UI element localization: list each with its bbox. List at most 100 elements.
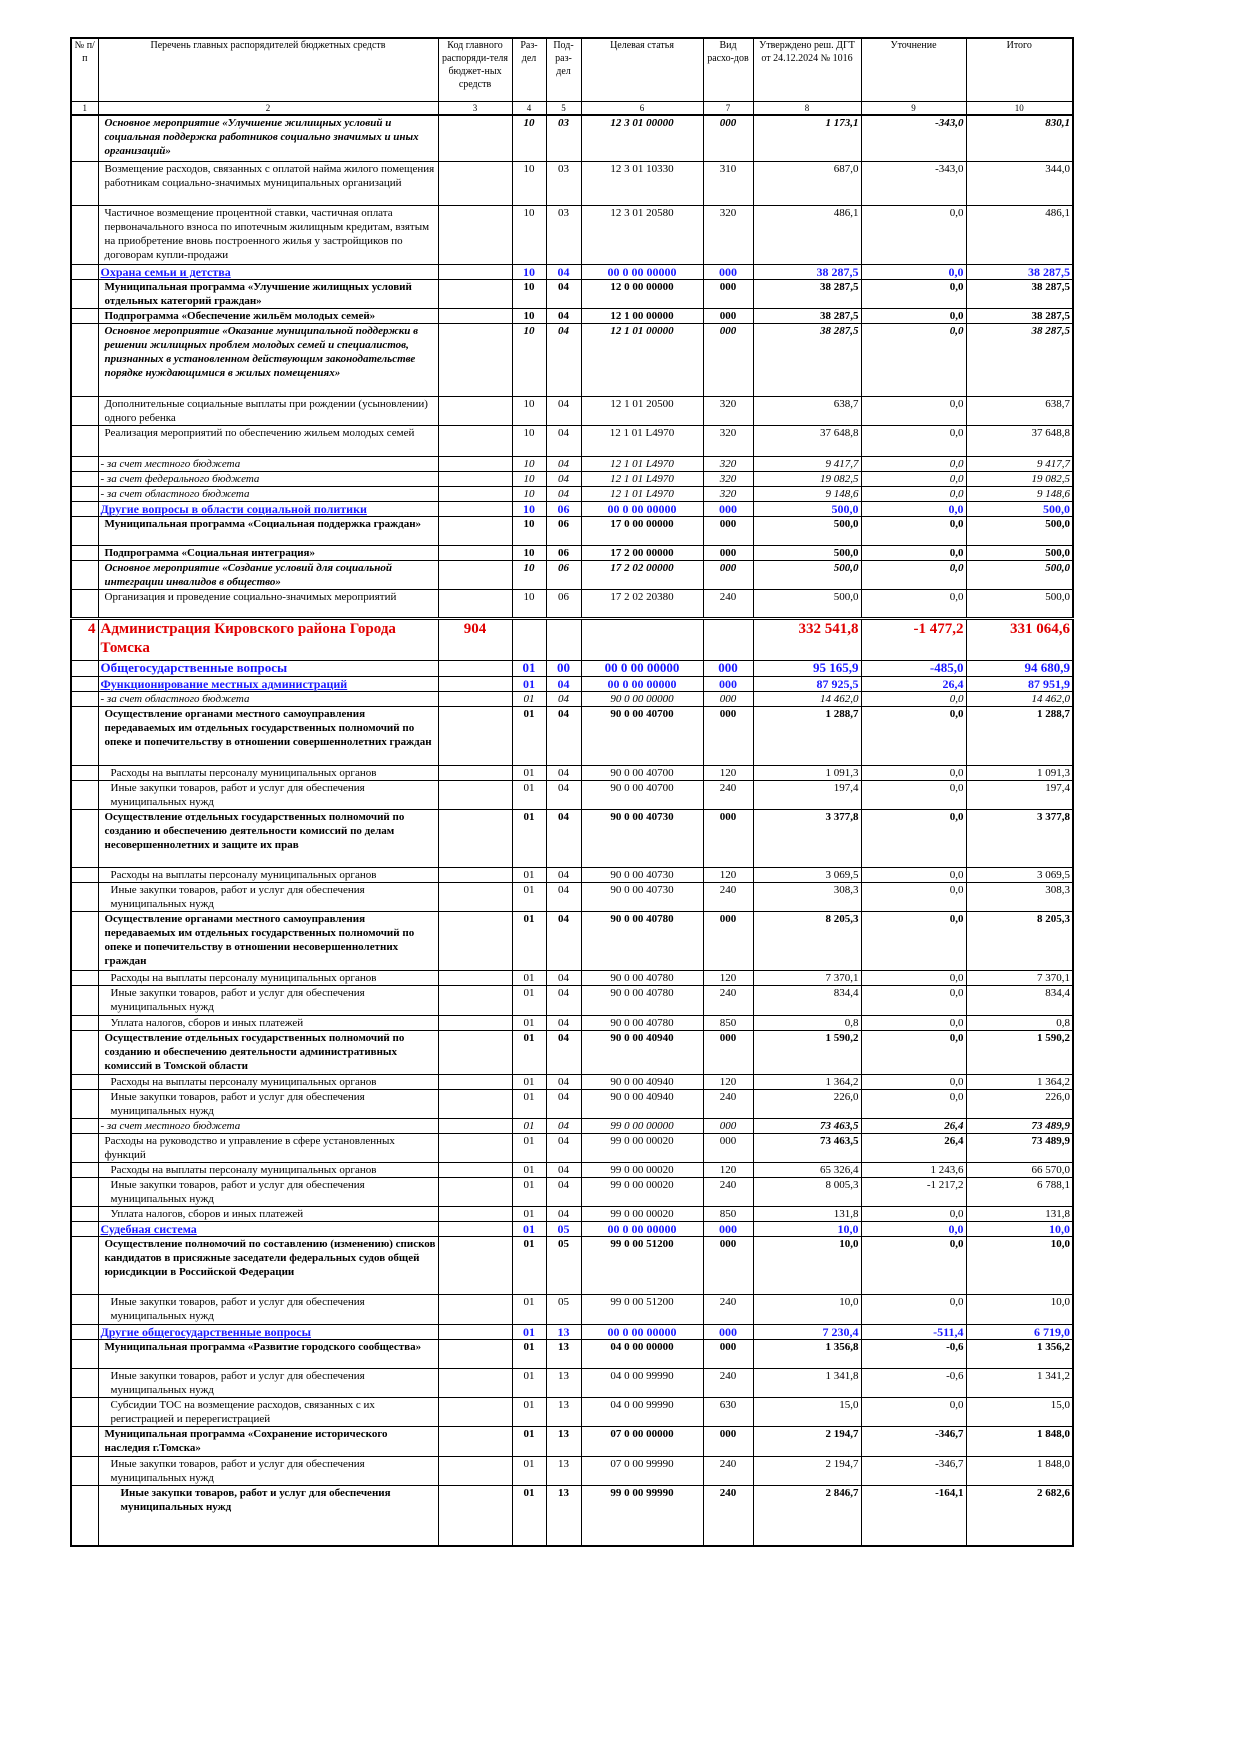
cell	[70, 1396, 99, 1427]
cell: -346,7	[860, 1455, 967, 1486]
cell: 01	[511, 1220, 547, 1237]
cell: Осуществление полномочий по составлению …	[97, 1235, 439, 1295]
cell	[437, 1293, 513, 1325]
cell: 197,4	[752, 779, 862, 810]
cell	[70, 1176, 99, 1207]
cell: -343,0	[860, 160, 967, 206]
cell: 01	[511, 984, 547, 1016]
cell: 0,0	[860, 455, 967, 472]
budget-row: Основное мероприятие «Улучшение жилищных…	[70, 114, 1074, 162]
cell	[70, 1367, 99, 1398]
column-number: 8	[752, 100, 862, 116]
cell	[70, 1220, 99, 1237]
cell: 0,0	[860, 808, 967, 868]
cell: Иные закупки товаров, работ и услуг для …	[97, 1484, 439, 1547]
cell: 1 288,7	[752, 705, 862, 766]
cell	[70, 659, 99, 677]
cell: 500,0	[965, 544, 1074, 561]
cell: 000	[702, 1117, 754, 1134]
cell	[70, 675, 99, 692]
cell: Реализация мероприятий по обеспечению жи…	[97, 424, 439, 457]
cell: 2 194,7	[752, 1425, 862, 1457]
cell: Уплата налогов, сборов и иных платежей	[97, 1014, 439, 1031]
cell: 240	[702, 1455, 754, 1486]
cell	[70, 1161, 99, 1178]
cell: 12 1 01 20500	[580, 395, 704, 426]
cell: 90 0 00 40780	[580, 1014, 704, 1031]
cell	[70, 544, 99, 561]
column-number: 7	[702, 100, 754, 116]
cell: Иные закупки товаров, работ и услуг для …	[97, 1455, 439, 1486]
cell: 13	[545, 1323, 582, 1340]
cell: 37 648,8	[965, 424, 1074, 457]
cell: 131,8	[752, 1205, 862, 1222]
cell: 01	[511, 1132, 547, 1163]
cell: 04	[545, 485, 582, 502]
cell	[70, 969, 99, 986]
cell: 240	[702, 1484, 754, 1547]
cell	[437, 1323, 513, 1340]
cell: 0,0	[860, 969, 967, 986]
cell: 38 287,5	[965, 263, 1074, 280]
cell: 66 570,0	[965, 1161, 1074, 1178]
cell: 04	[545, 307, 582, 324]
cell: 000	[702, 705, 754, 766]
cell	[437, 114, 513, 162]
budget-row: - за счет областного бюджета 01 04 90 0 00 …	[70, 690, 1074, 707]
budget-row: Подпрограмма «Обеспечение жильём молодых…	[70, 307, 1074, 324]
cell: Муниципальная программа «Сохранение исто…	[97, 1425, 439, 1457]
cell: 05	[545, 1220, 582, 1237]
budget-row: - за счет областного бюджета 10 04 12 1 01 …	[70, 485, 1074, 502]
cell	[70, 690, 99, 707]
cell: 0,0	[860, 263, 967, 280]
budget-row: - за счет федерального бюджета 10 04 12 1 0…	[70, 470, 1074, 487]
cell	[437, 866, 513, 883]
budget-row: Иные закупки товаров, работ и услуг для …	[70, 1455, 1074, 1486]
cell: Возмещение расходов, связанных с оплатой…	[97, 160, 439, 206]
table-header: № п/п Перечень главных распорядителей бюд…	[70, 37, 1074, 116]
cell: 1 590,2	[752, 1029, 862, 1075]
cell	[437, 1367, 513, 1398]
cell: 1 364,2	[965, 1073, 1074, 1090]
column-number: 1	[70, 100, 99, 116]
cell: Иные закупки товаров, работ и услуг для …	[97, 1088, 439, 1119]
cell	[437, 485, 513, 502]
cell: 1 341,2	[965, 1367, 1074, 1398]
column-number: 2	[97, 100, 439, 116]
cell: Иные закупки товаров, работ и услуг для …	[97, 881, 439, 912]
cell	[70, 515, 99, 546]
cell: 04	[545, 690, 582, 707]
cell: 01	[511, 866, 547, 883]
budget-row: Иные закупки товаров, работ и услуг для …	[70, 1176, 1074, 1207]
cell: Основное мероприятие «Оказание муниципал…	[97, 322, 439, 397]
cell: 01	[511, 705, 547, 766]
cell: 000	[702, 808, 754, 868]
cell: Общегосударственные вопросы	[97, 659, 439, 677]
cell: 0,0	[860, 910, 967, 971]
cell: 01	[511, 690, 547, 707]
cell: 0,0	[860, 1235, 967, 1295]
cell: 90 0 00 40730	[580, 808, 704, 868]
table-body: Основное мероприятие «Улучшение жилищных…	[70, 114, 1074, 1547]
budget-row: Расходы на выплаты персоналу муниципальн…	[70, 1073, 1074, 1090]
cell: 1 356,8	[752, 1338, 862, 1369]
cell	[70, 1205, 99, 1222]
cell: 13	[545, 1367, 582, 1398]
cell: 240	[702, 1293, 754, 1325]
cell: -0,6	[860, 1338, 967, 1369]
cell: Осуществление органами местного самоупра…	[97, 910, 439, 971]
cell: 38 287,5	[965, 278, 1074, 309]
cell: 486,1	[965, 204, 1074, 265]
cell: 10	[511, 485, 547, 502]
cell: 000	[702, 515, 754, 546]
cell: 000	[702, 1323, 754, 1340]
cell: 320	[702, 470, 754, 487]
budget-row: Осуществление отдельных государственных …	[70, 1029, 1074, 1075]
budget-row: Муниципальная программа «Сохранение исто…	[70, 1425, 1074, 1457]
column-number: 10	[965, 100, 1074, 116]
cell	[437, 307, 513, 324]
cell: 04	[545, 1014, 582, 1031]
cell: 01	[511, 659, 547, 677]
cell: 13	[545, 1425, 582, 1457]
